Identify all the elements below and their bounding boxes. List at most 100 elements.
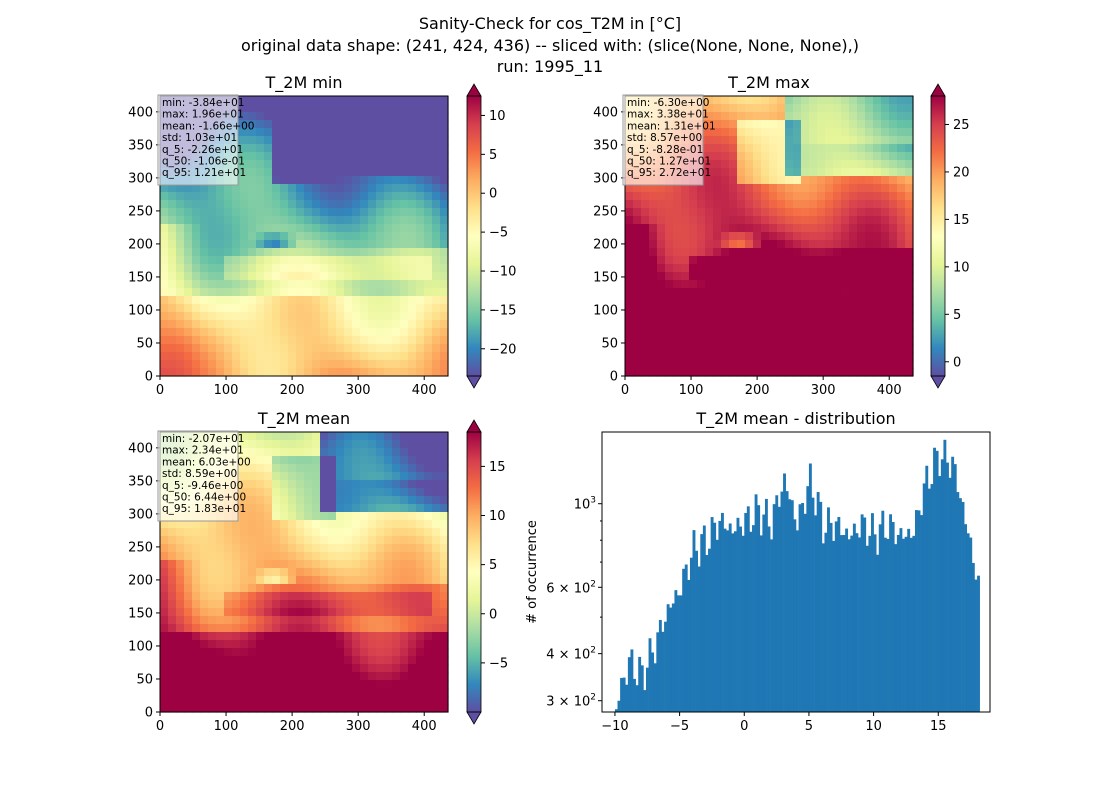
- map-cell: [673, 224, 682, 233]
- map-cell: [160, 584, 169, 593]
- map-cell: [352, 544, 361, 553]
- map-cell: [264, 552, 273, 561]
- map-cell: [665, 200, 674, 209]
- map-cell: [865, 312, 874, 321]
- map-cell: [200, 256, 209, 265]
- map-cell: [745, 344, 754, 353]
- map-cell: [432, 256, 441, 265]
- map-cell: [865, 128, 874, 137]
- histogram-bar: [902, 538, 905, 712]
- map-cell: [857, 320, 866, 329]
- map-cell: [649, 208, 658, 217]
- map-cell: [857, 208, 866, 217]
- map-cell: [232, 680, 241, 689]
- map-cell: [440, 560, 449, 569]
- map-cell: [769, 352, 778, 361]
- map-cell: [160, 256, 169, 265]
- map-cell: [873, 344, 882, 353]
- map-cell: [432, 168, 441, 177]
- map-cell: [280, 464, 289, 473]
- map-cell: [160, 672, 169, 681]
- map-cell: [304, 696, 313, 705]
- map-cell: [352, 592, 361, 601]
- map-cell: [697, 232, 706, 241]
- colorbar-tick-label: 15: [953, 213, 970, 228]
- map-cell: [841, 344, 850, 353]
- map-cell: [320, 568, 329, 577]
- map-cell: [216, 240, 225, 249]
- map-cell: [440, 632, 449, 641]
- map-cell: [168, 520, 177, 529]
- map-cell: [344, 168, 353, 177]
- map-cell: [328, 296, 337, 305]
- map-cell: [424, 616, 433, 625]
- map-cell: [168, 304, 177, 313]
- map-cell: [440, 264, 449, 273]
- map-cell: [344, 456, 353, 465]
- map-cell: [769, 136, 778, 145]
- map-cell: [352, 352, 361, 361]
- map-cell: [368, 200, 377, 209]
- map-cell: [745, 152, 754, 161]
- map-cell: [344, 184, 353, 193]
- map-cell: [176, 304, 185, 313]
- map-cell: [697, 272, 706, 281]
- map-cell: [288, 648, 297, 657]
- map-cell: [248, 560, 257, 569]
- map-cell: [200, 696, 209, 705]
- map-cell: [424, 320, 433, 329]
- map-cell: [705, 272, 714, 281]
- map-cell: [336, 96, 345, 105]
- map-cell: [737, 360, 746, 369]
- map-cell: [336, 688, 345, 697]
- map-cell: [304, 296, 313, 305]
- map-cell: [240, 664, 249, 673]
- map-cell: [216, 328, 225, 337]
- map-cell: [633, 312, 642, 321]
- map-cell: [392, 144, 401, 153]
- map-cell: [176, 280, 185, 289]
- map-cell: [408, 512, 417, 521]
- map-cell: [216, 336, 225, 345]
- map-cell: [312, 688, 321, 697]
- map-cell: [200, 544, 209, 553]
- map-cell: [825, 200, 834, 209]
- map-cell: [440, 488, 449, 497]
- map-cell: [713, 280, 722, 289]
- map-cell: [256, 264, 265, 273]
- histogram-bar: [705, 554, 709, 712]
- map-cell: [392, 552, 401, 561]
- map-cell: [416, 320, 425, 329]
- map-cell: [432, 608, 441, 617]
- map-cell: [232, 264, 241, 273]
- map-x-tick-label: 100: [679, 383, 704, 398]
- map-cell: [296, 512, 305, 521]
- map-cell: [753, 280, 762, 289]
- map-cell: [248, 456, 257, 465]
- map-cell: [809, 288, 818, 297]
- stats-line: min: -6.30e+00: [627, 97, 709, 109]
- map-cell: [264, 480, 273, 489]
- map-cell: [432, 536, 441, 545]
- map-cell: [336, 360, 345, 369]
- map-cell: [432, 312, 441, 321]
- map-cell: [777, 224, 786, 233]
- map-cell: [392, 360, 401, 369]
- map-cell: [721, 136, 730, 145]
- map-title: T_2M mean: [257, 409, 350, 429]
- map-cell: [649, 192, 658, 201]
- map-cell: [761, 104, 770, 113]
- map-cell: [288, 440, 297, 449]
- map-cell: [633, 368, 642, 377]
- map-cell: [745, 336, 754, 345]
- map-cell: [368, 320, 377, 329]
- map-cell: [344, 272, 353, 281]
- map-cell: [352, 680, 361, 689]
- map-cell: [272, 224, 281, 233]
- map-cell: [184, 216, 193, 225]
- map-cell: [440, 120, 449, 129]
- map-cell: [296, 672, 305, 681]
- map-cell: [649, 344, 658, 353]
- map-cell: [360, 184, 369, 193]
- map-cell: [368, 112, 377, 121]
